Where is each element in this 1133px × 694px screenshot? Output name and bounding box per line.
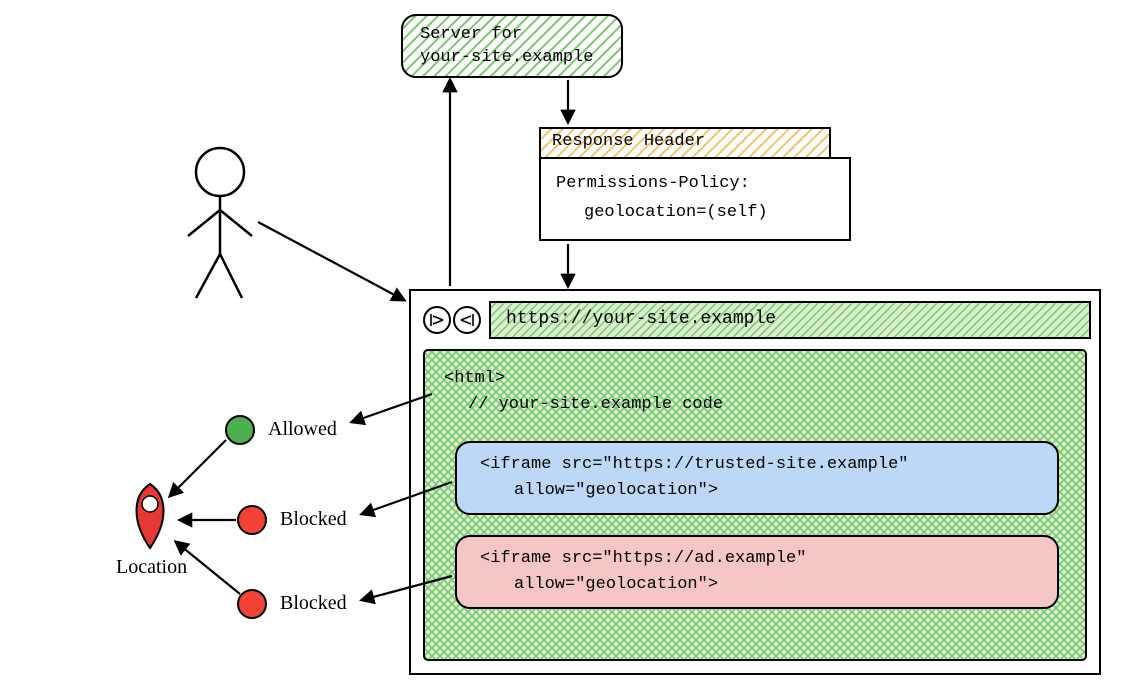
iframe-pink-line2: allow="geolocation">: [480, 572, 806, 598]
content-html-line: <html>: [444, 366, 723, 392]
user-icon: [188, 148, 252, 298]
status-dot-blocked-2: [238, 590, 266, 618]
status-label-allowed: Allowed: [268, 418, 337, 440]
status-label-blocked-1: Blocked: [280, 508, 347, 530]
server-line1: Server for: [420, 24, 593, 47]
nav-forward-icon: [454, 307, 480, 333]
arrow-user-to-browser: [258, 222, 404, 300]
arrow-html-to-allowed: [352, 394, 432, 422]
status-dot-blocked-1: [238, 506, 266, 534]
arrow-pink-to-blocked: [362, 576, 452, 600]
iframe-blue-line2: allow="geolocation">: [480, 478, 908, 504]
location-label: Location: [116, 556, 187, 578]
response-header-line1: Permissions-Policy:: [556, 170, 768, 199]
browser-url: https://your-site.example: [506, 309, 776, 329]
server-line2: your-site.example: [420, 47, 593, 70]
status-dot-allowed: [226, 416, 254, 444]
arrow-allowed-to-pin: [170, 440, 226, 496]
location-pin-icon: [137, 484, 164, 548]
iframe-pink-line1: <iframe src="https://ad.example": [480, 546, 806, 572]
content-comment-line: // your-site.example code: [444, 392, 723, 418]
response-header-line2: geolocation=(self): [556, 199, 768, 228]
iframe-blue-line1: <iframe src="https://trusted-site.exampl…: [480, 452, 908, 478]
nav-back-icon: [424, 307, 450, 333]
arrow-blue-to-blocked: [362, 482, 452, 514]
status-label-blocked-2: Blocked: [280, 592, 347, 614]
response-header-title: Response Header: [552, 132, 705, 151]
